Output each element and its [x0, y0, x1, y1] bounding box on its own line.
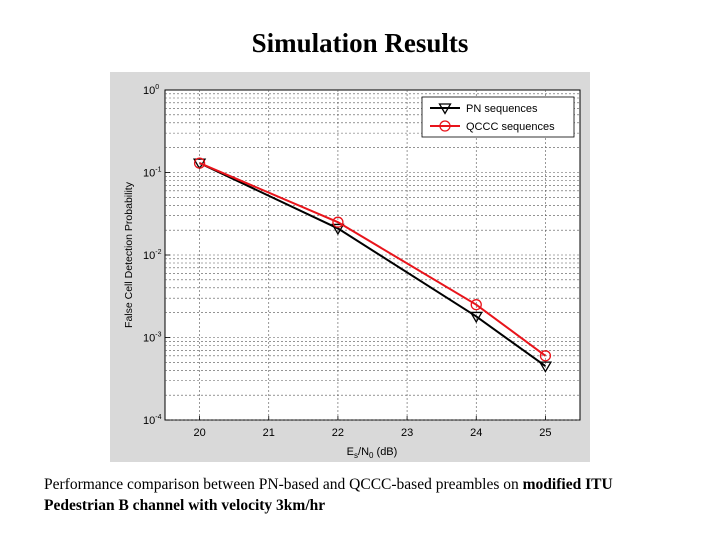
data-point-triangle [538, 361, 553, 373]
x-tick-label: 21 [263, 427, 275, 439]
series-line [199, 162, 547, 357]
x-tick-label: 20 [193, 427, 205, 439]
series-pn [192, 158, 553, 373]
legend-label: QCCC sequences [466, 121, 555, 133]
y-tick-label: 10-4 [143, 414, 162, 427]
chart: 20 21 22 23 24 25 100 10-1 10-2 10-3 10-4 PN seque… [123, 84, 581, 460]
data-point-circle [539, 350, 552, 362]
figure-panel: 20 21 22 23 24 25 100 10-1 10-2 10-3 10-4 PN seque… [110, 72, 590, 462]
legend: PN sequences QCCC sequences [421, 96, 575, 138]
data-point-circle [332, 216, 344, 228]
y-axis-label: False Cell Detection Probability [123, 181, 135, 328]
series-qccc [193, 157, 552, 362]
data-point-triangle [331, 223, 345, 236]
data-point-triangle [469, 311, 483, 324]
y-tick-label: 10-2 [143, 249, 162, 262]
slide-title: Simulation Results [251, 28, 469, 58]
x-axis-label: Es/N0 (dB) [347, 446, 398, 460]
x-tick-label: 23 [401, 427, 413, 439]
series-layer [192, 157, 553, 373]
x-tick-label: 22 [332, 427, 344, 439]
axis-ticks: 20 21 22 23 24 25 100 10-1 10-2 10-3 10-4 [143, 84, 552, 439]
data-point-circle [439, 120, 451, 132]
y-tick-label: 10-3 [143, 332, 162, 345]
x-axis-label-unit: (dB) [373, 446, 397, 458]
caption-bold-text: modified ITU Pedestrian B channel with v… [44, 476, 613, 514]
legend-label: PN sequences [466, 103, 538, 115]
x-axis-label-main: E [347, 446, 354, 458]
x-tick-label: 25 [539, 427, 551, 439]
y-tick-label: 10-1 [143, 167, 162, 180]
x-tick-label: 24 [470, 427, 482, 439]
data-point-circle [193, 157, 206, 169]
data-point-circle [470, 299, 482, 311]
y-tick-label: 100 [143, 84, 159, 97]
figure-caption: Performance comparison between PN-based … [44, 474, 684, 516]
caption-text: Performance comparison between PN-based … [44, 476, 523, 493]
x-axis-label-sub2: 0 [369, 451, 374, 460]
data-point-triangle [438, 103, 452, 115]
x-axis-label-sub1: s [354, 451, 358, 460]
x-axis-label-mid: /N [358, 446, 369, 458]
series-line [199, 162, 546, 367]
